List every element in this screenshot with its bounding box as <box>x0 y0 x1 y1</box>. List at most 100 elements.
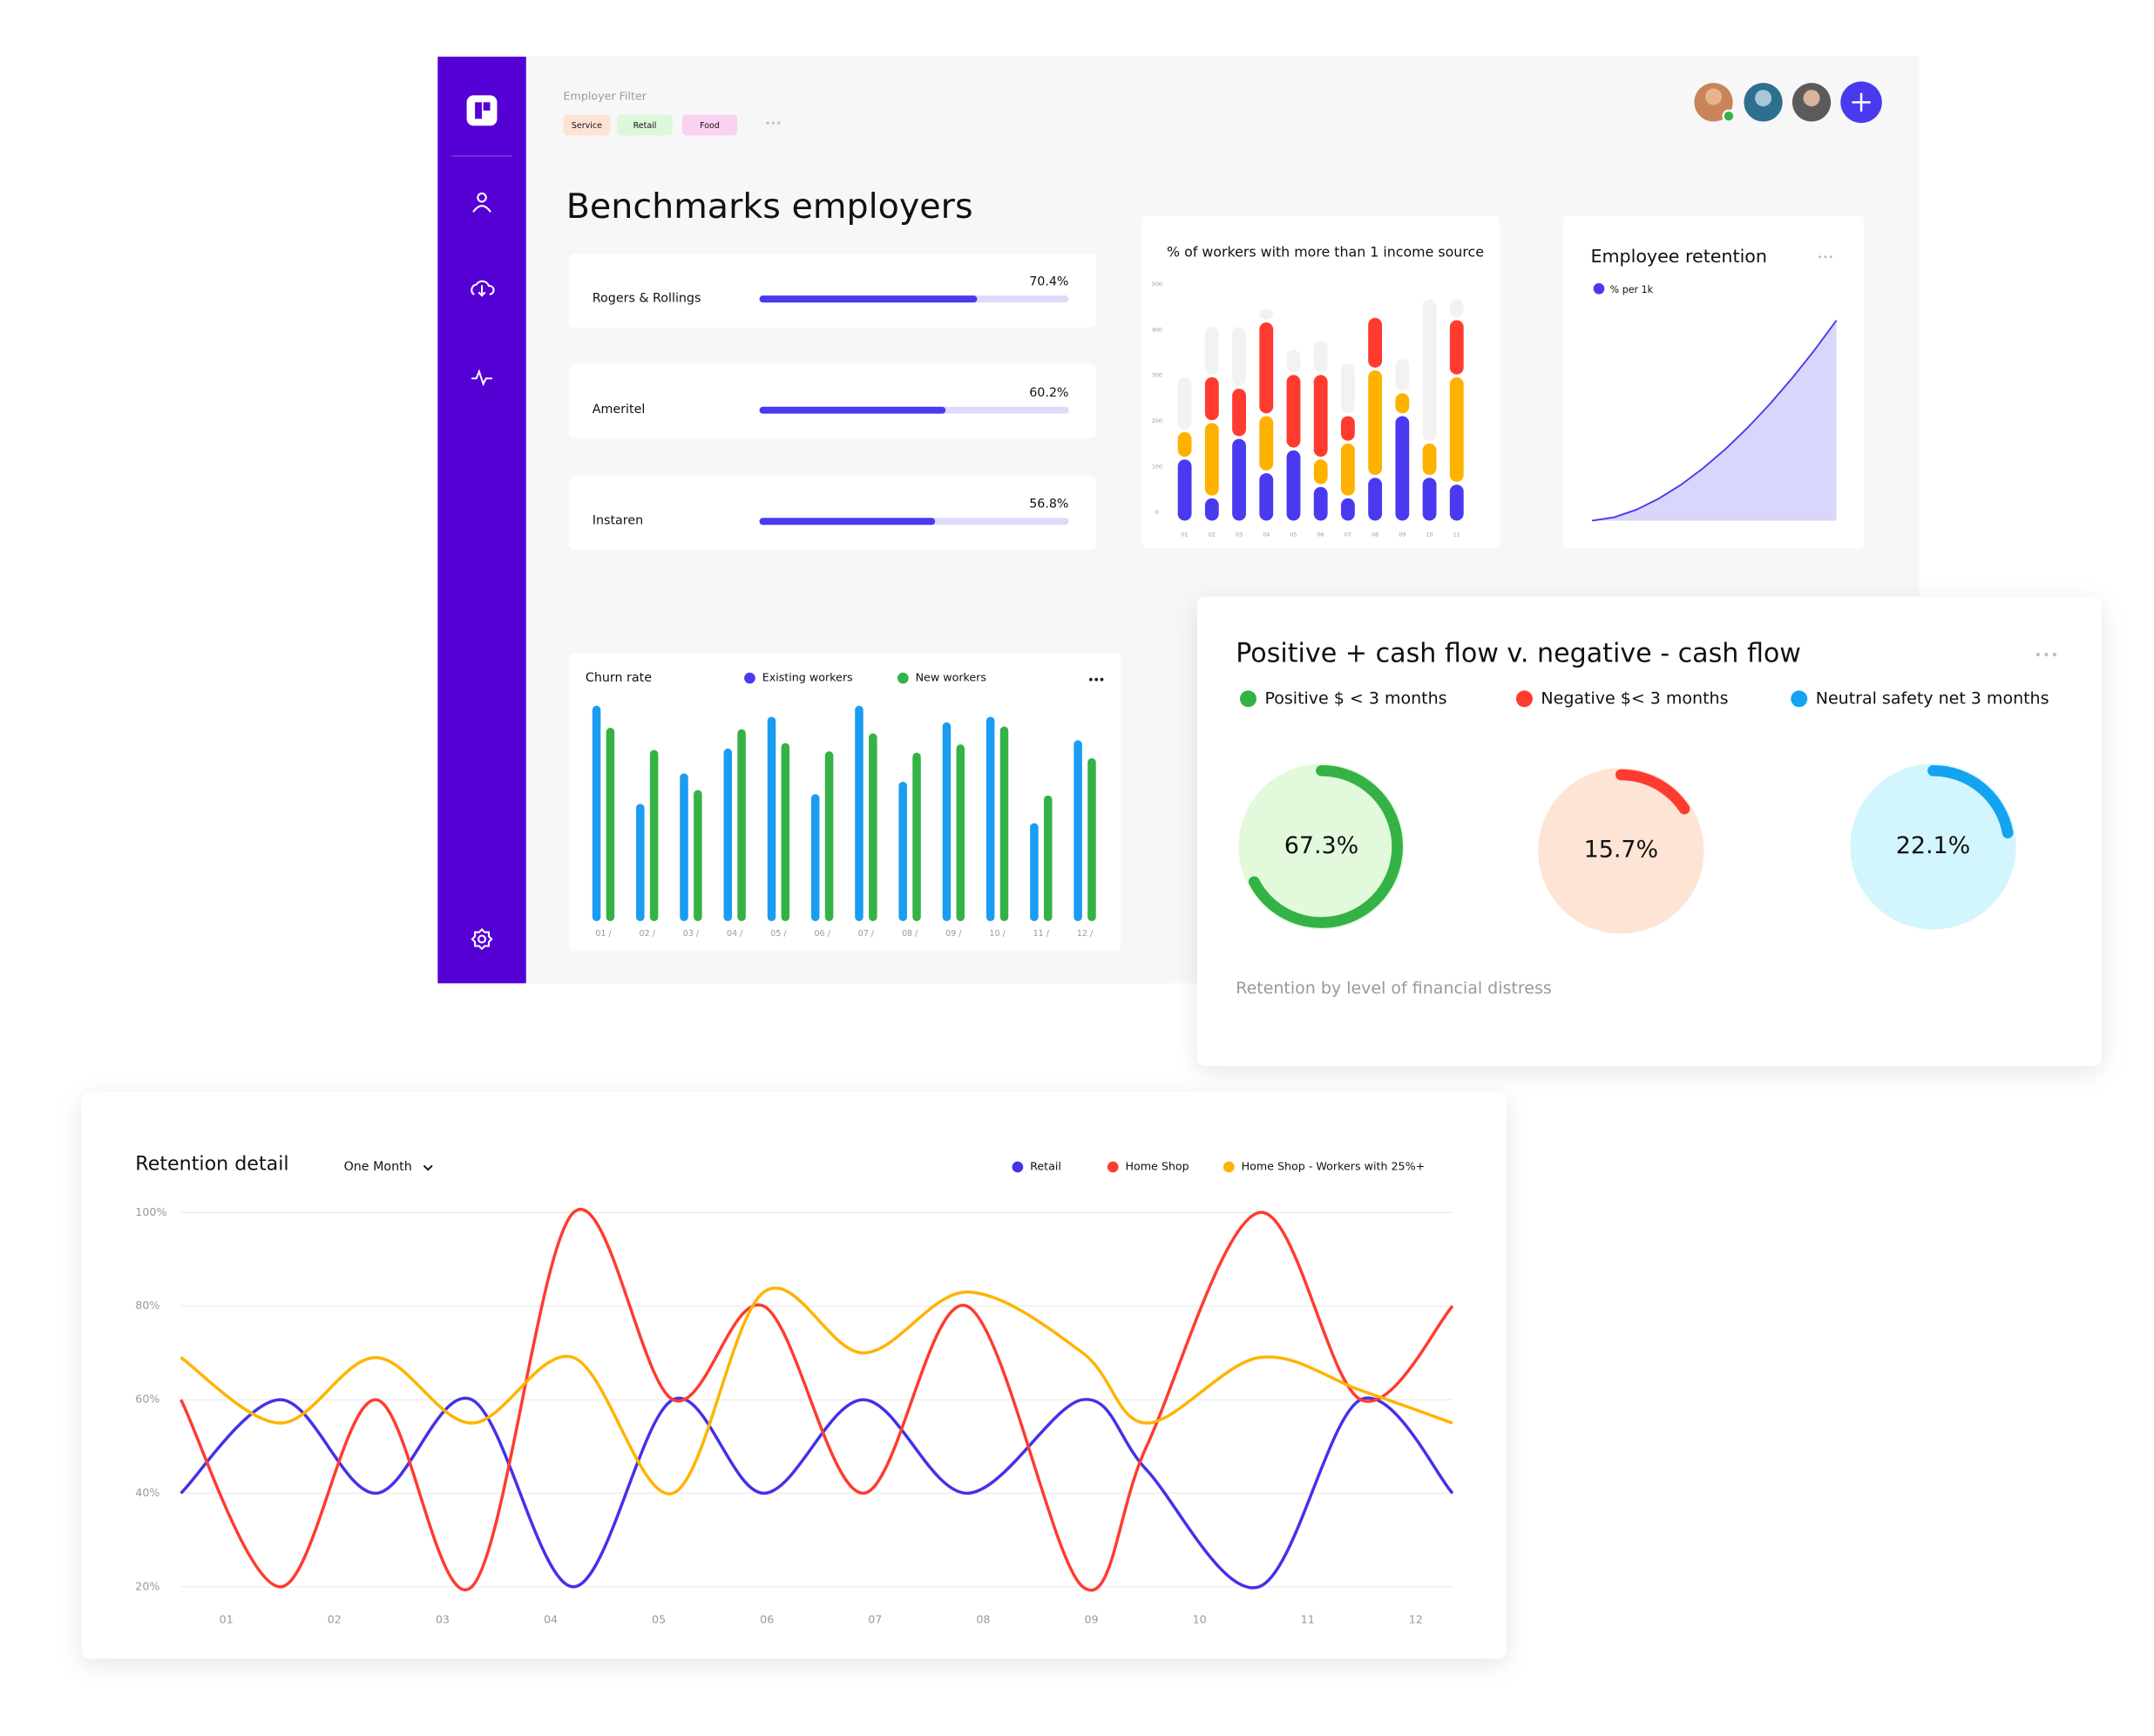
legend-dot <box>898 672 909 684</box>
page-title: Benchmarks employers <box>566 186 973 227</box>
retention-legend: % per 1k <box>1610 284 1654 295</box>
bar-segment <box>1177 376 1192 430</box>
download-icon[interactable] <box>471 280 495 297</box>
cash-flow-more[interactable] <box>2035 653 2056 657</box>
x-tick-label: 01 / <box>595 929 612 939</box>
user-icon[interactable] <box>472 192 491 213</box>
benchmark-name: Rogers & Rollings <box>593 291 701 305</box>
churn-bar <box>694 790 702 922</box>
x-tick-label: 06 <box>760 1612 774 1625</box>
bar-segment <box>1313 375 1328 458</box>
churn-more[interactable] <box>1088 677 1104 682</box>
bar-segment <box>1259 472 1274 521</box>
x-tick-label: 11 <box>1453 532 1460 538</box>
legend-dot <box>1515 690 1533 708</box>
series-line <box>180 1208 1454 1592</box>
x-tick-label: 02 <box>1209 532 1216 538</box>
filter-tag[interactable] <box>617 114 673 136</box>
bar-segment <box>1259 309 1274 320</box>
y-tick-label: 0 <box>1155 510 1159 516</box>
bar-segment <box>1395 358 1410 391</box>
x-tick-label: 03 <box>1236 532 1243 538</box>
filter-more[interactable] <box>766 121 781 125</box>
bar-segment <box>1422 299 1437 441</box>
activity-icon[interactable] <box>471 369 493 387</box>
churn-bar <box>999 726 1009 922</box>
bar-segment <box>1232 327 1246 386</box>
sidebar <box>437 57 526 984</box>
legend-dot <box>1223 1161 1235 1173</box>
legend-dot <box>1791 690 1808 708</box>
online-dot <box>1722 109 1736 123</box>
legend-label: New workers <box>916 671 986 684</box>
y-tick-label: 400 <box>1152 327 1162 333</box>
avatar-face <box>1705 88 1723 105</box>
bar-segment <box>1395 393 1410 414</box>
y-tick-label: 100 <box>1152 465 1162 471</box>
legend-label: Home Shop - Workers with 25%+ <box>1242 1160 1426 1173</box>
x-tick-label: 10 / <box>989 929 1006 939</box>
churn-bar <box>898 781 907 922</box>
x-tick-label: 04 <box>544 1612 558 1625</box>
churn-bar <box>986 716 995 922</box>
benchmark-card <box>568 364 1097 438</box>
legend-dot <box>1239 690 1256 708</box>
x-tick-label: 04 / <box>727 929 743 939</box>
bar-segment <box>1368 478 1383 521</box>
x-tick-label: 06 <box>1317 532 1324 538</box>
bar-segment <box>1232 389 1246 437</box>
churn-bar <box>1030 823 1039 922</box>
x-tick-label: 03 / <box>683 929 700 939</box>
donut-arc <box>1239 764 1403 928</box>
x-tick-label: 07 <box>868 1612 882 1625</box>
filter-label: Employer Filter <box>564 89 647 102</box>
churn-card <box>568 653 1121 951</box>
x-tick-label: 01 <box>1182 532 1189 538</box>
bar-segment <box>1313 486 1328 521</box>
filter-tag[interactable] <box>563 114 611 136</box>
retention-title: Employee retention <box>1590 246 1766 267</box>
period-chevron[interactable] <box>423 1164 433 1171</box>
x-tick-label: 12 <box>1409 1612 1423 1625</box>
cash-flow-caption: Retention by level of financial distress <box>1236 979 1552 998</box>
benchmark-value: 60.2% <box>1029 386 1068 400</box>
churn-bar <box>606 728 615 922</box>
x-tick-label: 02 <box>328 1612 342 1625</box>
settings-icon[interactable] <box>471 928 493 951</box>
benchmark-card <box>568 476 1097 550</box>
x-tick-label: 09 <box>1084 1612 1098 1625</box>
series-line <box>180 1396 1454 1590</box>
x-tick-label: 05 <box>1290 532 1297 538</box>
bar-segment <box>1313 340 1328 373</box>
filter-tag-label: Food <box>700 121 720 131</box>
churn-bar <box>649 749 659 922</box>
bar-segment <box>1204 498 1219 521</box>
churn-bar <box>912 752 921 922</box>
income-title: % of workers with more than 1 income sou… <box>1167 244 1484 261</box>
period-select[interactable]: One Month <box>344 1160 412 1174</box>
x-tick-label: 10 <box>1193 1612 1207 1625</box>
legend-label: Existing workers <box>762 671 853 684</box>
x-tick-label: 06 / <box>814 929 830 939</box>
bar-segment <box>1232 438 1246 521</box>
sidebar-icons <box>471 192 495 951</box>
bar-segment <box>1259 322 1274 414</box>
filter-tag[interactable] <box>681 114 738 136</box>
logo-mark <box>483 102 491 111</box>
donut-background <box>1850 763 2016 930</box>
retention-more[interactable] <box>1819 255 1832 259</box>
bar-segment <box>1422 443 1437 476</box>
benchmark-bar <box>759 295 978 303</box>
bar-segment <box>1259 416 1274 471</box>
x-tick-label: 08 <box>976 1612 990 1625</box>
logo-mark <box>475 102 483 119</box>
filter-tag-label: Service <box>572 121 602 131</box>
churn-title: Churn rate <box>586 671 652 685</box>
bar-segment <box>1286 450 1301 521</box>
x-tick-label: 09 <box>1399 532 1406 538</box>
churn-bar <box>810 794 820 922</box>
churn-bar <box>592 705 601 922</box>
churn-bar <box>781 743 790 922</box>
churn-bar <box>869 733 877 922</box>
donut-background <box>1238 763 1405 930</box>
